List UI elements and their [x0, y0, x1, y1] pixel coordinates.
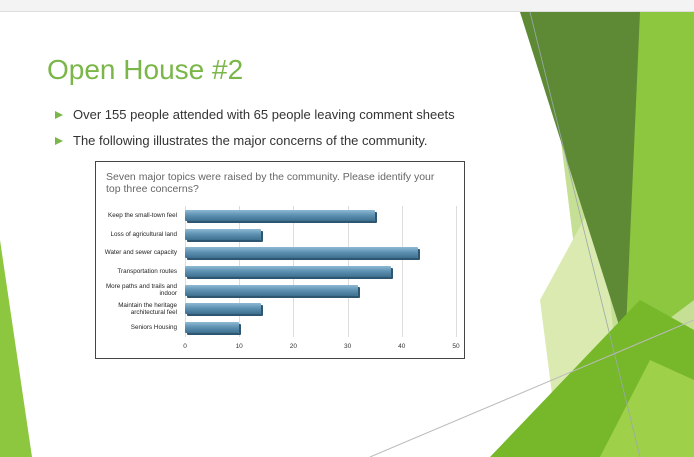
bar	[185, 303, 261, 315]
x-tick-label: 30	[343, 343, 352, 350]
y-tick-label: Keep the small-town feel	[108, 211, 177, 219]
x-tick-label: 0	[183, 343, 187, 350]
top-bar	[0, 0, 694, 12]
x-tick-label: 40	[398, 343, 406, 350]
x-tick-label: 10	[235, 343, 243, 350]
bullet-text: Over 155 people attended with 65 people …	[73, 107, 455, 122]
bullet-text: The following illustrates the major conc…	[73, 133, 428, 148]
bar	[185, 266, 391, 277]
y-tick-label: Loss of agricultural land	[110, 230, 177, 238]
chart: Seven major topics were raised by the co…	[95, 161, 465, 359]
x-tick-label: 20	[289, 343, 297, 350]
bullet: Over 155 people attended with 65 people …	[55, 107, 455, 122]
y-tick-label: Seniors Housing	[130, 324, 177, 332]
bar	[185, 284, 359, 296]
grid-line	[456, 206, 457, 337]
chart-title: Seven major topics were raised by the co…	[106, 171, 435, 195]
slide-title: Open House #2	[47, 54, 244, 85]
y-tick-label: Transportation routes	[117, 268, 177, 275]
y-tick-label: More paths and trails and indoor	[105, 283, 177, 298]
grid-line	[401, 206, 403, 337]
y-tick-label: Water and sewer capacity	[104, 249, 177, 257]
bar	[185, 228, 261, 240]
bar	[185, 209, 375, 221]
bar	[185, 247, 419, 259]
bullet: The following illustrates the major conc…	[55, 133, 428, 148]
x-tick-label: 50	[452, 343, 460, 350]
y-tick-label: Maintain the heritage architectural feel	[118, 301, 177, 316]
bar	[185, 322, 240, 334]
